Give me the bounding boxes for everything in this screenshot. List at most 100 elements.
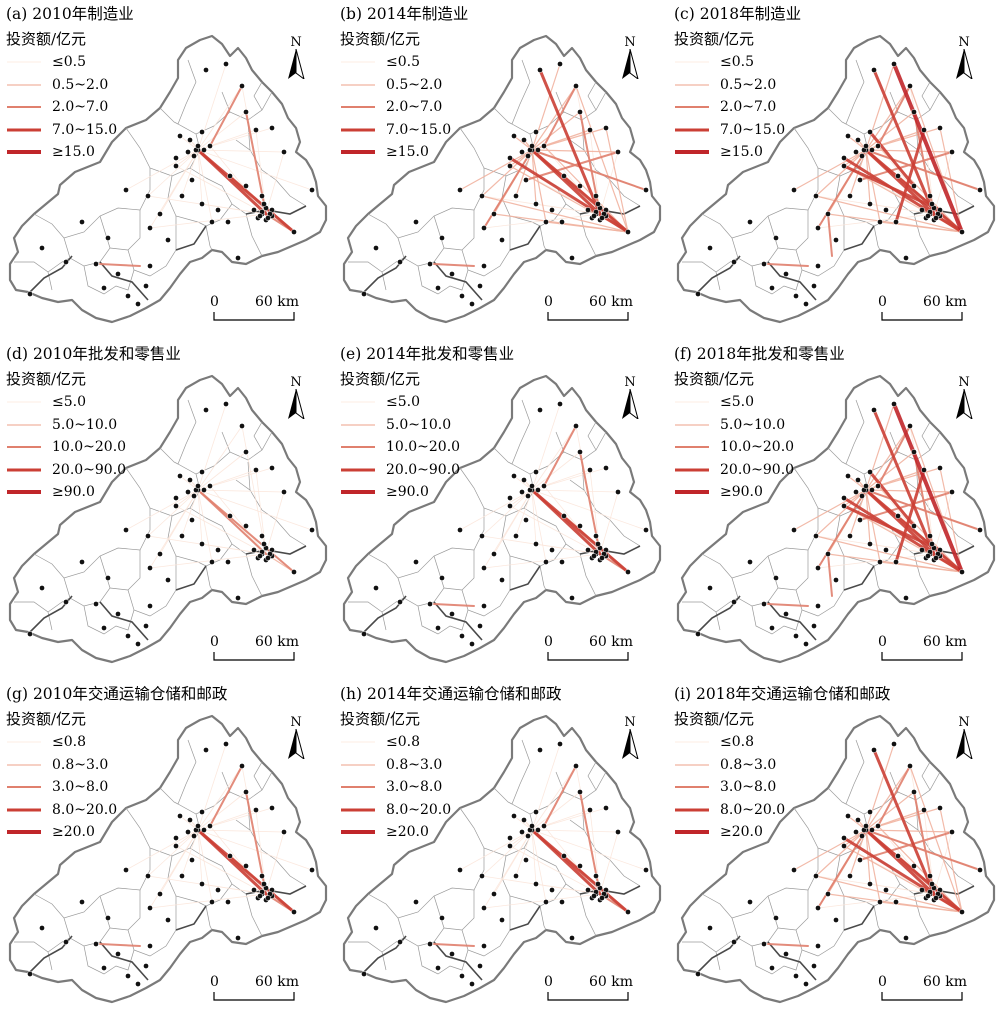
city-node — [557, 61, 563, 67]
district-boundary — [795, 896, 845, 957]
legend-line-swatch — [7, 106, 41, 109]
district-boundary — [889, 91, 899, 113]
city-node — [867, 809, 873, 815]
city-node — [949, 489, 955, 495]
district-boundary — [235, 461, 251, 491]
city-node — [543, 559, 549, 565]
city-node — [587, 467, 593, 473]
city-node — [259, 193, 265, 199]
legend-line-swatch — [7, 446, 41, 449]
investment-flow-line — [209, 765, 243, 827]
city-node — [507, 155, 513, 161]
legend-title: 投资额/亿元 — [6, 30, 87, 48]
investment-flow-line — [892, 402, 964, 574]
city-node — [507, 503, 513, 509]
legend-line-swatch — [675, 84, 709, 86]
legend-line-swatch — [341, 808, 375, 812]
city-node — [191, 493, 197, 499]
region-map — [8, 34, 328, 324]
city-node — [875, 483, 881, 489]
city-node — [265, 555, 271, 561]
legend-label: 2.0~7.0 — [386, 99, 443, 116]
legend-label: 3.0~8.0 — [386, 779, 443, 796]
scale-zero-label: 0 — [210, 974, 219, 990]
city-node — [521, 817, 527, 823]
district-boundary — [125, 127, 207, 179]
legend: 投资额/亿元 ≤0.5 0.5~2.0 2.0~7.0 7.0~15.0 ≥15.0 — [340, 28, 451, 164]
city-node — [457, 187, 463, 193]
city-node — [695, 291, 701, 297]
city-node — [643, 187, 649, 193]
city-node — [557, 741, 563, 747]
district-boundary — [167, 515, 199, 563]
city-node — [847, 533, 853, 539]
city-node — [569, 595, 575, 601]
district-boundary — [751, 945, 803, 975]
district-boundary — [889, 431, 899, 453]
legend-line-swatch — [675, 150, 709, 155]
city-node — [525, 833, 531, 839]
city-node — [791, 187, 797, 193]
city-node — [535, 487, 541, 493]
city-node — [569, 255, 575, 261]
city-node — [847, 193, 853, 199]
city-node — [541, 823, 547, 829]
district-boundary — [795, 216, 845, 277]
legend-label: 2.0~7.0 — [52, 99, 109, 116]
legend-label: 8.0~20.0 — [720, 801, 786, 818]
investment-flow-line — [459, 149, 533, 191]
city-node — [841, 843, 847, 849]
city-node — [599, 215, 605, 221]
city-node — [225, 559, 231, 565]
district-boundary — [221, 91, 231, 113]
investment-flow-line — [865, 425, 911, 491]
investment-flow-line — [159, 149, 199, 215]
north-arrow: N — [617, 35, 643, 81]
investment-flow-line — [531, 829, 537, 885]
city-node — [857, 177, 863, 183]
legend-label: ≤0.8 — [386, 734, 420, 751]
scale-zero-label: 0 — [544, 634, 553, 650]
investment-flow-line — [599, 151, 619, 215]
investment-flow-line — [859, 151, 953, 181]
city-boundary — [363, 545, 641, 641]
scale-bar-line — [881, 312, 963, 321]
city-node — [603, 465, 609, 471]
city-node — [561, 173, 567, 179]
city-node — [165, 917, 171, 923]
investment-flow-line — [531, 829, 647, 871]
investment-flow-line — [865, 829, 981, 871]
district-boundary — [348, 601, 387, 631]
legend-line-swatch — [341, 61, 375, 63]
city-node — [469, 301, 475, 307]
legend-line-swatch — [7, 468, 41, 472]
district-boundary — [47, 937, 71, 953]
city-node — [397, 939, 403, 945]
investment-flow-line — [196, 148, 296, 234]
district-boundary — [845, 399, 883, 475]
investment-flow-line — [842, 504, 942, 552]
city-node — [773, 235, 779, 241]
legend-item: ≥20.0 — [674, 821, 785, 844]
city-node — [959, 229, 965, 235]
city-node — [27, 631, 33, 637]
city-node — [543, 899, 549, 905]
investment-flow-line — [197, 489, 285, 493]
legend-title: 投资额/亿元 — [340, 710, 421, 728]
district-boundary — [511, 399, 549, 475]
city-node — [907, 83, 913, 89]
legend-label: ≤5.0 — [386, 394, 420, 411]
north-arrow-icon — [622, 49, 639, 79]
legend-line-swatch — [7, 764, 41, 766]
city-node — [457, 867, 463, 873]
district-boundary — [127, 556, 177, 617]
legend-item: 5.0~10.0 — [674, 414, 794, 437]
legend-label: ≤0.8 — [52, 734, 86, 751]
legend-title: 投资额/亿元 — [674, 710, 755, 728]
city-node — [235, 255, 241, 261]
city-node — [707, 245, 713, 251]
city-node — [373, 245, 379, 251]
north-label: N — [624, 715, 636, 730]
legend-item: ≤0.8 — [340, 731, 451, 754]
north-arrow-icon — [956, 49, 973, 79]
